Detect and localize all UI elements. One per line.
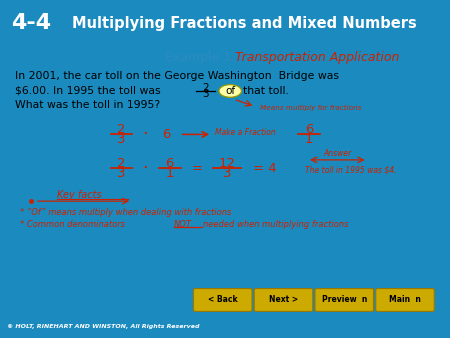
Text: 1: 1 [305,133,314,146]
Text: Example 1:: Example 1: [165,51,235,65]
Ellipse shape [219,84,241,97]
Text: 3: 3 [117,133,126,146]
Text: of: of [225,86,235,96]
Text: Key facts: Key facts [57,190,101,200]
Text: * Common denominators: * Common denominators [20,220,125,229]
Text: 2: 2 [202,83,209,93]
Text: 2: 2 [117,157,126,170]
Text: Preview  n: Preview n [322,295,367,304]
Text: $6.00. In 1995 the toll was: $6.00. In 1995 the toll was [15,86,161,96]
Text: = 4: = 4 [253,162,277,175]
Text: 1: 1 [166,167,174,180]
Text: < Back: < Back [208,295,238,304]
Text: * “Of” means multiply when dealing with fractions: * “Of” means multiply when dealing with … [20,208,231,217]
Text: NOT: NOT [174,220,192,229]
Text: The toll in 1995 was $4.: The toll in 1995 was $4. [305,165,396,174]
Text: that toll.: that toll. [243,86,289,96]
Text: 6: 6 [162,128,171,141]
Text: 2: 2 [117,123,126,136]
Text: In 2001, the car toll on the George Washington  Bridge was: In 2001, the car toll on the George Wash… [15,71,339,81]
FancyBboxPatch shape [315,289,374,311]
FancyBboxPatch shape [254,289,313,311]
Text: Answer: Answer [323,149,351,158]
Text: 6: 6 [166,157,174,170]
Text: Means multiply for fractions: Means multiply for fractions [260,105,361,111]
Text: 4-4: 4-4 [11,13,51,33]
Text: 3: 3 [117,167,126,180]
Text: Next >: Next > [269,295,298,304]
Text: ·: · [142,160,148,177]
Text: 12: 12 [219,157,236,170]
Text: 6: 6 [305,123,314,136]
Text: Make a Fraction: Make a Fraction [216,128,276,137]
Text: What was the toll in 1995?: What was the toll in 1995? [15,100,161,110]
Text: 3: 3 [223,167,231,180]
FancyBboxPatch shape [194,289,252,311]
Text: ·: · [142,125,148,143]
Text: Multiplying Fractions and Mixed Numbers: Multiplying Fractions and Mixed Numbers [72,16,417,31]
Text: =: = [191,162,202,175]
Text: Transportation Application: Transportation Application [234,51,399,65]
Text: Main  n: Main n [389,295,421,304]
FancyBboxPatch shape [376,289,434,311]
Text: needed when multiplying fractions: needed when multiplying fractions [203,220,349,229]
Text: © HOLT, RINEHART AND WINSTON, All Rights Reserved: © HOLT, RINEHART AND WINSTON, All Rights… [7,324,199,329]
Text: 3: 3 [202,89,209,99]
